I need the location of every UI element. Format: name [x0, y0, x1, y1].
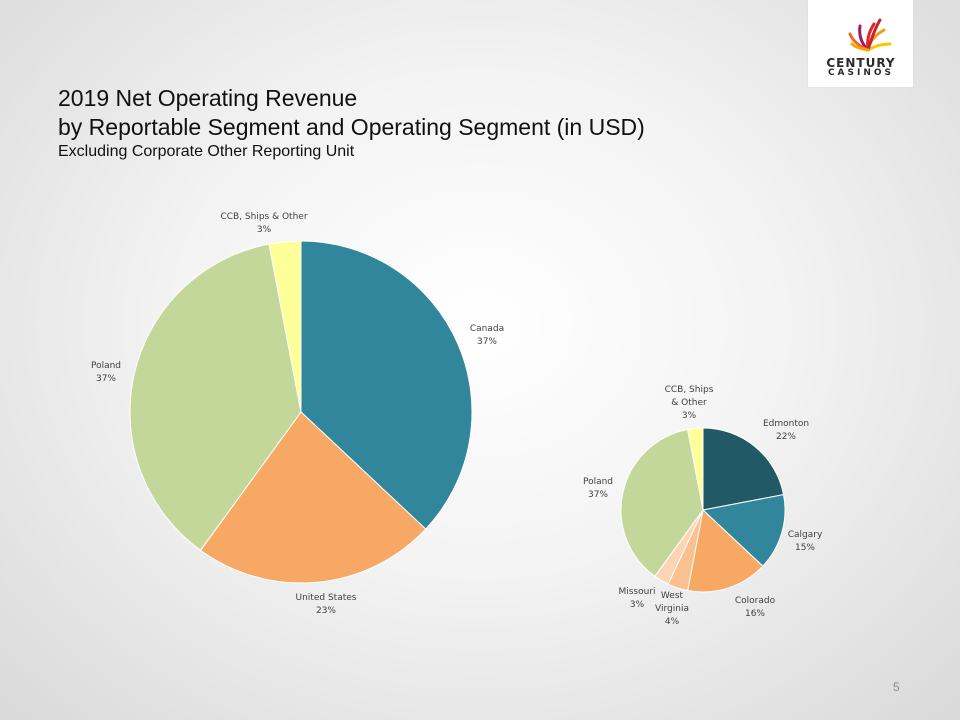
page-number: 5	[893, 680, 900, 694]
data-label-colorado: Colorado 16%	[735, 596, 776, 619]
pie-slice-colorado	[687, 509, 764, 593]
data-label-canada: Canada 37%	[470, 324, 504, 347]
pie-slice-poland	[620, 428, 704, 578]
pie-slice-calgary	[701, 494, 786, 567]
pie-slice-united-states	[199, 411, 427, 584]
pie-chart-reportable-segment: Canada 37% United States 23% Poland 37% CCB, S…	[91, 212, 504, 616]
data-label-missouri: Missouri 3%	[618, 587, 655, 610]
pie-slice-poland	[129, 243, 302, 552]
pie-slice-edmonton	[702, 427, 785, 511]
pie-chart-operating-segment: Edmonton 22% Calgary 15% Colorado 16% West Virg…	[583, 385, 823, 627]
logo-line1: CENTURY	[826, 56, 896, 70]
data-label-united-states: United States 23%	[296, 593, 357, 616]
pie-slice-ccb-ships-other	[687, 427, 704, 511]
logo-line2: CASINOS	[827, 68, 895, 78]
logo: CENTURY CASINOS	[808, 0, 913, 87]
data-label-ccb-ships-other: CCB, Ships & Other 3%	[665, 385, 714, 421]
slide-title: 2019 Net Operating Revenue by Reportable…	[58, 84, 645, 162]
subtitle: Excluding Corporate Other Reporting Unit	[58, 143, 355, 160]
pie-slice-ccb-ships-other	[268, 240, 302, 413]
data-label-poland: Poland 37%	[583, 477, 613, 500]
data-label-poland: Poland 37%	[91, 361, 121, 384]
data-label-ccb-ships-other: CCB, Ships & Other 3%	[220, 212, 307, 235]
data-label-edmonton: Edmonton 22%	[763, 419, 809, 442]
pie-slice-canada	[300, 240, 473, 530]
starburst-icon	[848, 18, 892, 52]
title-line2: by Reportable Segment and Operating Segm…	[58, 114, 645, 140]
data-label-west-virginia: West Virginia 4%	[655, 591, 689, 627]
data-label-calgary: Calgary 15%	[788, 530, 823, 553]
title-line1: 2019 Net Operating Revenue	[58, 85, 358, 111]
